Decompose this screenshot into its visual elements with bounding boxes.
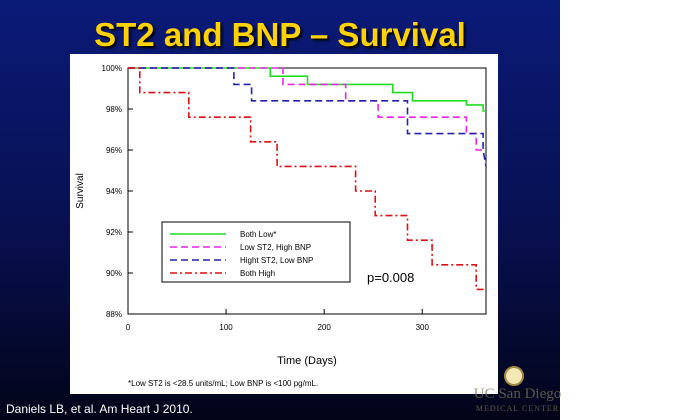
seal-icon: [504, 366, 524, 386]
y-tick-label: 94%: [106, 187, 122, 196]
y-tick-label: 100%: [102, 64, 122, 73]
series-line-1: [128, 67, 486, 112]
series-layer: [128, 67, 487, 291]
slide-title: ST2 and BNP – Survival: [94, 16, 466, 53]
chart-panel: 88% 90% 92% 94% 96% 98% 100% 0 100 200 300 Surviv…: [70, 54, 498, 394]
series-line-4: [128, 67, 486, 291]
y-axis-label: Survival: [75, 173, 86, 209]
legend-label: Both Low*: [240, 230, 276, 239]
y-tick-label: 98%: [106, 105, 122, 114]
y-tick-label: 96%: [106, 146, 122, 155]
legend-label: Low ST2, High BNP: [240, 243, 311, 252]
x-axis-label: Time (Days): [277, 355, 336, 367]
legend-box: [161, 221, 351, 283]
logo-subtext: MEDICAL CENTER: [475, 404, 560, 413]
x-axis: 0 100 200 300: [126, 309, 430, 332]
legend-label: Both High: [240, 269, 275, 278]
citation: Daniels LB, et al. Am Heart J 2010.: [6, 402, 193, 416]
legend-label: Hight ST2, Low BNP: [240, 256, 313, 265]
chart-footnote: *Low ST2 is <28.5 units/mL; Low BNP is <…: [128, 379, 318, 388]
legend: Both Low* Low ST2, High BNP Hight ST2, Low…: [161, 221, 351, 283]
y-tick-label: 92%: [106, 228, 122, 237]
y-tick-label: 88%: [106, 310, 122, 319]
logo-text: UC San Diego: [473, 386, 562, 402]
x-tick-label: 300: [416, 323, 430, 332]
slide-background: ST2 and BNP – Survival 88% 90% 92% 94% 96% 98…: [0, 0, 561, 420]
x-tick-label: 200: [317, 323, 331, 332]
x-tick-label: 0: [126, 323, 131, 332]
series-line-3: [128, 67, 487, 167]
p-value-annotation: p=0.008: [367, 270, 414, 285]
survival-chart: 88% 90% 92% 94% 96% 98% 100% 0 100 200 300 Surviv…: [75, 64, 487, 388]
ucsd-logo: UC San Diego MEDICAL CENTER: [470, 366, 565, 418]
series-line-2: [128, 67, 486, 151]
x-tick-label: 100: [219, 323, 233, 332]
y-tick-label: 90%: [106, 269, 122, 278]
